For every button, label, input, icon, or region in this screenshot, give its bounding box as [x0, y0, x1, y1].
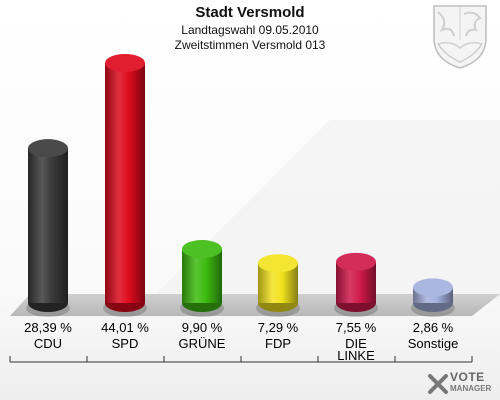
category-label-1: SPD [111, 336, 139, 351]
value-label-2: 9,90 % [181, 320, 223, 335]
chart-subtitle-district: Zweitstimmen Versmold 013 [174, 38, 326, 52]
value-label-0: 28,39 % [24, 320, 72, 335]
chart-subtitle-election: Landtagswahl 09.05.2010 [181, 23, 319, 37]
brand-word-vote: VOTE [450, 370, 485, 384]
value-label-4: 7,55 % [335, 320, 377, 335]
back-wall [150, 120, 500, 300]
coat-of-arms-logo [424, 0, 496, 72]
bar-1 [105, 63, 145, 303]
category-label-5: Sonstige [407, 336, 459, 351]
bar-top-2 [182, 240, 222, 259]
bar-top-1 [105, 54, 145, 72]
value-label-3: 7,29 % [257, 320, 299, 335]
value-label-1: 44,01 % [101, 320, 149, 335]
category-label-0: CDU [33, 336, 63, 351]
chart-title: Stadt Versmold [195, 4, 305, 21]
bar-top-3 [258, 254, 298, 273]
category-label-4: DIE LINKE [337, 336, 375, 363]
bar-top-5 [413, 278, 453, 297]
category-label-3: FDP [265, 336, 291, 351]
bar-0 [28, 148, 68, 303]
bar-top-4 [336, 252, 376, 271]
category-label-2: GRÜNE [178, 336, 226, 351]
value-label-5: 2,86 % [412, 320, 454, 335]
vote-manager-logo: VOTE MANAGER [428, 370, 498, 398]
bar-top-0 [28, 139, 68, 158]
brand-word-manager: MANAGER [450, 384, 492, 393]
